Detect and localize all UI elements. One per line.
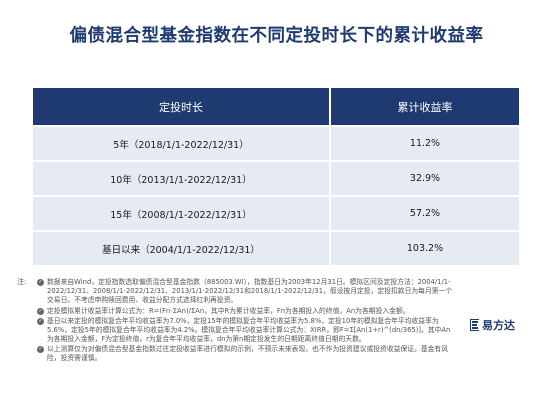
footnote-text: 数据来自Wind，定投指数选取偏债混合型基金指数（885003.WI），指数基日… bbox=[47, 278, 453, 305]
returns-table: 定投时长 累计收益率 5年（2018/1/1-2022/12/31） 11.2%… bbox=[33, 88, 519, 265]
cell-return: 103.2% bbox=[330, 230, 519, 265]
cell-return: 32.9% bbox=[330, 160, 519, 196]
header-period: 定投时长 bbox=[33, 88, 331, 126]
check-circle-icon: ✓ bbox=[37, 307, 44, 315]
check-circle-icon: ✓ bbox=[37, 317, 44, 325]
cell-period: 10年（2013/1/1-2022/12/31） bbox=[33, 160, 331, 196]
footnote-text: 基日以来定投的模拟复合年平均收益率为7.0%，定投15年的模拟复合年平均收益率为… bbox=[47, 316, 451, 344]
efund-logo-icon bbox=[470, 319, 479, 331]
footnote-text: 定投模拟累计收益率计算公式为：R=(Fn-ΣAn)/ΣAn，其中R为累计收益率，… bbox=[47, 306, 410, 315]
cell-return: 57.2% bbox=[330, 195, 519, 231]
table-row: 5年（2018/1/1-2022/12/31） 11.2% bbox=[33, 125, 519, 161]
cell-return: 11.2% bbox=[330, 125, 519, 161]
table-row: 10年（2013/1/1-2022/12/31） 32.9% bbox=[33, 160, 519, 196]
page-title: 偏债混合型基金指数在不同定投时长下的累计收益率 bbox=[69, 26, 484, 46]
table-row: 15年（2008/1/1-2022/12/31） 57.2% bbox=[33, 195, 519, 231]
footnotes: 注: ✓ 数据来自Wind，定投指数选取偏债混合型基金指数（885003.WI）… bbox=[17, 278, 453, 365]
footnote-item: ✓ 以上测算仅为对偏债混合型基金指数过往定投收益率进行模拟的示例，不预示未来表现… bbox=[37, 345, 453, 363]
table-row: 基日以来（2004/1/1-2022/12/31） 103.2% bbox=[33, 230, 519, 265]
header-return: 累计收益率 bbox=[330, 88, 519, 126]
footnote-item: ✓ 基日以来定投的模拟复合年平均收益率为7.0%，定投15年的模拟复合年平均收益… bbox=[37, 317, 453, 345]
check-circle-icon: ✓ bbox=[37, 346, 44, 354]
brand-logo: 易方达 bbox=[470, 318, 515, 332]
check-circle-icon: ✓ bbox=[37, 279, 44, 286]
cell-period: 5年（2018/1/1-2022/12/31） bbox=[33, 125, 331, 161]
cell-period: 15年（2008/1/1-2022/12/31） bbox=[33, 195, 331, 231]
footnote-text: 以上测算仅为对偏债混合型基金指数过往定投收益率进行模拟的示例，不预示未来表现，也… bbox=[47, 345, 449, 363]
footnote-item: ✓ 定投模拟累计收益率计算公式为：R=(Fn-ΣAn)/ΣAn，其中R为累计收益… bbox=[37, 307, 453, 316]
table-header-row: 定投时长 累计收益率 bbox=[33, 88, 519, 126]
footnote-prefix: 注: bbox=[17, 278, 27, 286]
brand-name: 易方达 bbox=[482, 319, 515, 332]
footnote-item: ✓ 数据来自Wind，定投指数选取偏债混合型基金指数（885003.WI），指数… bbox=[37, 278, 453, 306]
cell-period: 基日以来（2004/1/1-2022/12/31） bbox=[33, 230, 331, 265]
